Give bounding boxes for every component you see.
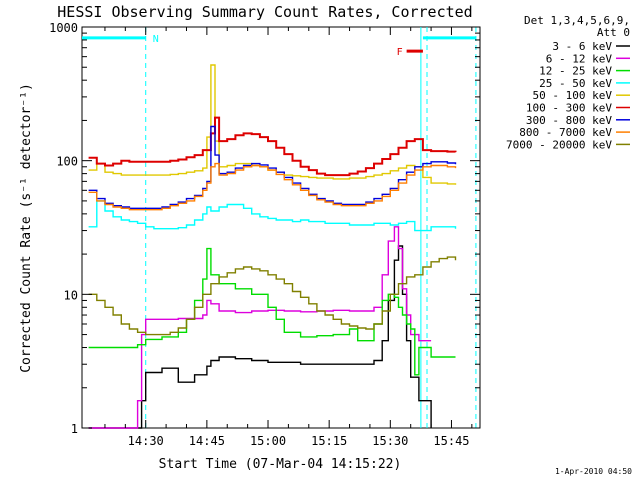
x-tick-label-4: 15:30 xyxy=(372,434,408,448)
annotation-label-1: F xyxy=(397,47,403,58)
vertical-markers xyxy=(145,27,477,428)
series-group xyxy=(88,64,457,429)
x-tick-label-5: 15:45 xyxy=(433,434,469,448)
legend-label-3: 25 - 50 keV xyxy=(539,77,612,90)
legend-label-4: 50 - 100 keV xyxy=(533,89,613,102)
plot-frame xyxy=(81,26,481,429)
plot-area: NF 14:30 14:45 15:00 15:15 15:30 15:45 110100… xyxy=(49,21,481,448)
legend-label-7: 800 - 7000 keV xyxy=(519,126,612,139)
legend-header-attenuator: Att 0 xyxy=(597,26,630,39)
legend-label-0: 3 - 6 keV xyxy=(552,40,612,53)
x-tick-label-1: 14:45 xyxy=(189,434,225,448)
y-tick-label-0: 1 xyxy=(71,422,78,436)
y-tick-label-3: 1000 xyxy=(49,21,78,35)
series-line-5 xyxy=(88,116,457,177)
series-line-8 xyxy=(88,256,457,336)
x-axis-ticks: 14:30 14:45 15:00 15:15 15:30 15:45 xyxy=(104,27,473,448)
annotation-label-0: N xyxy=(153,34,159,45)
x-tick-label-0: 14:30 xyxy=(128,434,164,448)
chart-title: HESSI Observing Summary Count Rates, Cor… xyxy=(57,3,472,21)
y-axis-ticks: 1 10 100 1000 xyxy=(49,21,480,436)
series-line-1 xyxy=(88,226,432,429)
y-tick-label-1: 10 xyxy=(64,288,78,302)
series-line-2 xyxy=(88,247,456,376)
series-line-6 xyxy=(88,125,457,209)
series-line-3 xyxy=(88,200,457,232)
legend-label-5: 100 - 300 keV xyxy=(526,102,612,115)
y-tick-label-2: 100 xyxy=(56,155,78,169)
legend-label-2: 12 - 25 keV xyxy=(539,65,612,78)
series-line-7 xyxy=(88,162,457,211)
legend-label-8: 7000 - 20000 keV xyxy=(506,138,612,151)
x-tick-label-2: 15:00 xyxy=(250,434,286,448)
annotation-group: NF xyxy=(82,34,476,58)
legend-header-detectors: Det 1,3,4,5,6,9, xyxy=(524,14,630,27)
x-tick-label-3: 15:15 xyxy=(311,434,347,448)
y-axis-label: Corrected Count Rate (s⁻¹ detector⁻¹) xyxy=(19,83,34,373)
series-line-4 xyxy=(88,64,457,185)
timestamp-footer: 1-Apr-2010 04:50 xyxy=(555,467,632,476)
legend-label-6: 300 - 800 keV xyxy=(526,114,612,127)
legend-label-1: 6 - 12 keV xyxy=(546,52,613,65)
x-axis-label: Start Time (07-Mar-04 14:15:22) xyxy=(159,457,402,472)
